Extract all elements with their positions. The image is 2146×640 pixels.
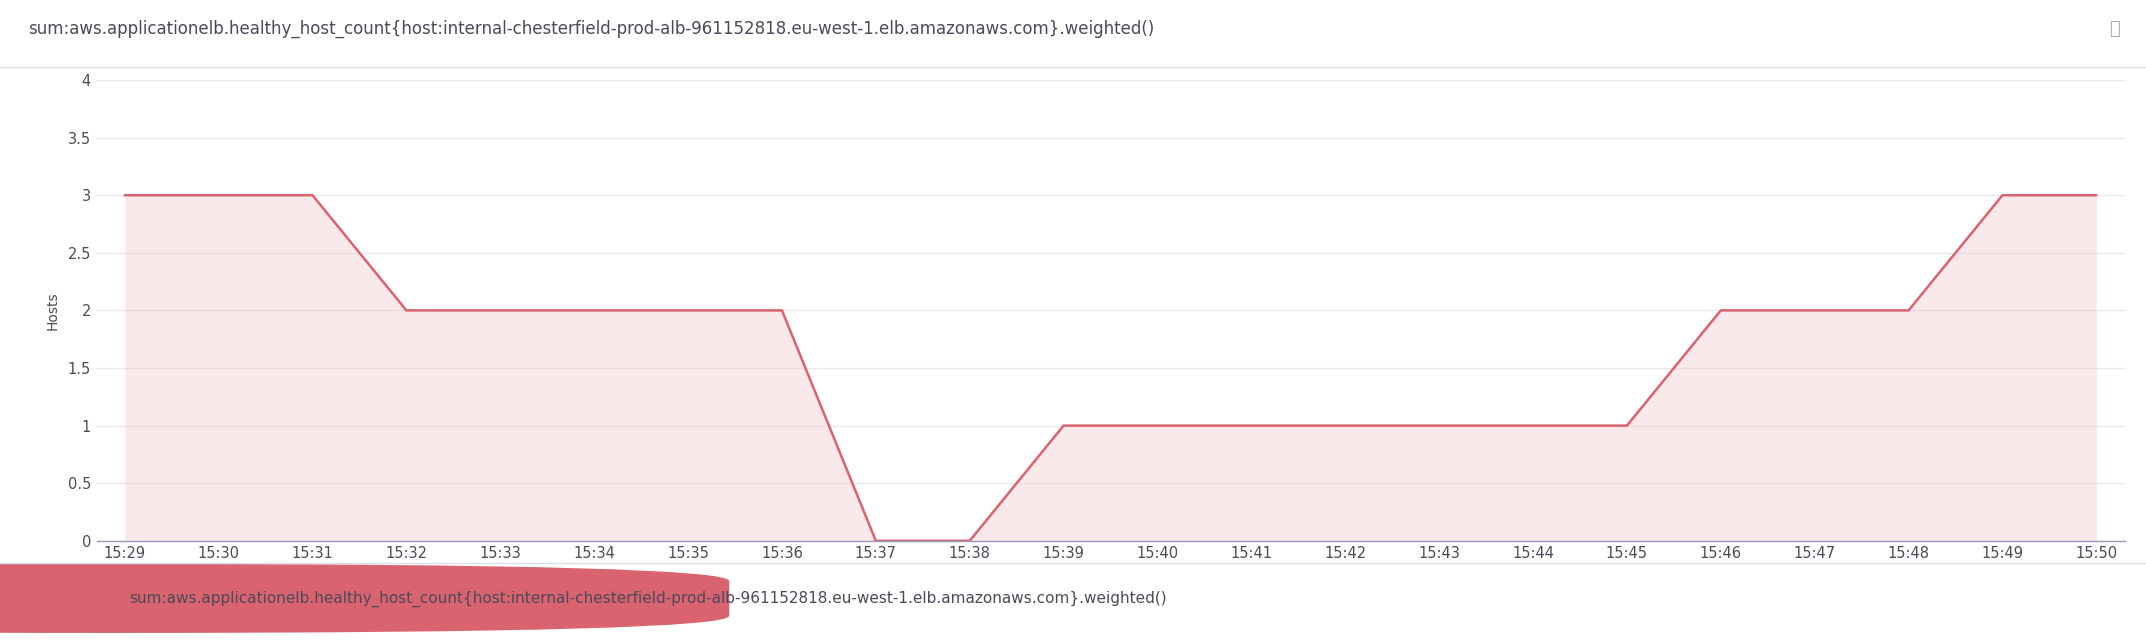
Text: ⤢: ⤢ <box>2110 20 2120 38</box>
FancyBboxPatch shape <box>0 564 730 633</box>
Y-axis label: Hosts: Hosts <box>45 291 60 330</box>
Text: sum:aws.applicationelb.healthy_host_count{host:internal-chesterfield-prod-alb-96: sum:aws.applicationelb.healthy_host_coun… <box>28 20 1155 38</box>
Text: sum:aws.applicationelb.healthy_host_count{host:internal-chesterfield-prod-alb-96: sum:aws.applicationelb.healthy_host_coun… <box>129 590 1167 607</box>
